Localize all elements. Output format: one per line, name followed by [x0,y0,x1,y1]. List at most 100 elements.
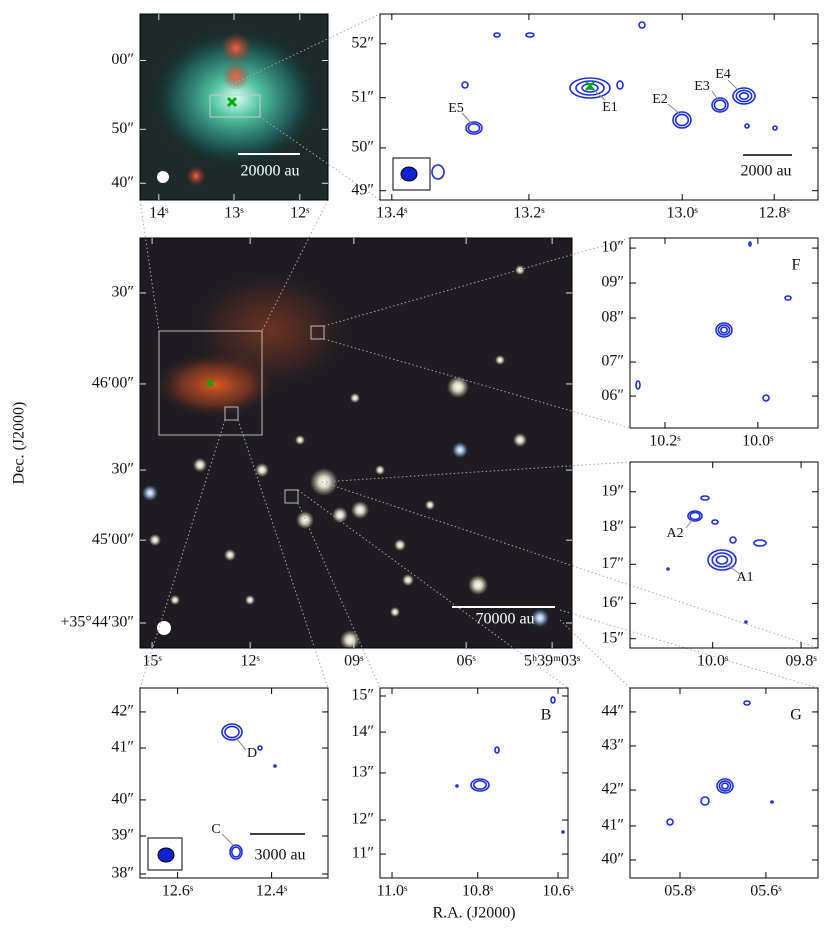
star [149,534,161,546]
y-tick-label: 10″ [601,239,624,256]
y-tick-label: 12″ [351,811,374,828]
star [351,501,369,519]
contour [470,778,490,792]
leader-line [461,112,473,125]
source [222,62,250,90]
star [513,433,527,447]
source-label: D [247,746,257,761]
y-tick-label: 06″ [601,387,624,404]
y-tick-label: 15″ [351,687,374,704]
y-tick-label: 40″ [111,791,134,808]
star [531,609,549,627]
contour [700,495,710,501]
scale-bar-label: 20000 au [240,163,299,180]
y-tick-label: 38″ [111,865,134,882]
y-tick-label: 14″ [351,723,374,740]
marker [206,379,214,387]
source-label: A1 [736,570,753,585]
y-tick-label: 13″ [351,764,374,781]
y-tick-label: 19″ [601,482,624,499]
contour [493,32,501,38]
contour [638,21,646,29]
contour [711,552,733,568]
source-label: E2 [652,92,668,107]
leader-line [727,79,739,91]
source-label: E5 [448,101,464,116]
leader-line [235,737,247,751]
x-tick-label: 10.0ˢ [742,433,774,450]
beam [400,166,418,182]
panel-frame [629,687,819,879]
connector-lines [139,13,819,689]
contour [743,700,751,706]
zoom-box [209,94,261,118]
y-tick-label: 50″ [351,139,374,156]
zoom-box [284,489,299,504]
source [220,32,252,64]
panel-frame [139,237,573,649]
x-tick-label: 12.6ˢ [162,883,194,900]
x-tick-label: 5ʰ39ᵐ03ˢ [524,653,581,670]
star [394,539,406,551]
source-label: A2 [666,526,683,541]
x-tick-label: 14ˢ [149,205,169,222]
y-tick-label: 51″ [351,88,374,105]
beam [157,171,169,183]
star [402,574,414,586]
y-tick-label: 50″ [111,120,134,137]
contour [635,380,641,390]
y-tick-label: 41″ [111,739,134,756]
y-tick-label: 42″ [601,781,624,798]
star [390,607,400,617]
y-tick-label: 52″ [351,34,374,51]
leader-line [221,833,235,847]
star [295,435,305,445]
leader-line [711,90,719,101]
x-tick-label: 09.8ˢ [785,653,817,670]
zoom-box [310,325,325,340]
y-axis-label: Dec. (J2000) [11,402,28,485]
contour [221,723,243,741]
star [332,507,348,523]
contour [674,113,690,127]
source-label: E1 [602,100,618,115]
x-tick-label: 06ˢ [456,653,476,670]
y-tick-label: 18″ [601,518,624,535]
contour [784,295,792,301]
contour [472,779,488,790]
x-tick-label: 12.4ˢ [256,883,288,900]
scale-bar-label: 3000 au [254,847,305,864]
contour [224,725,240,739]
x-tick-label: 10.2ˢ [649,433,681,450]
contour [719,326,728,334]
contour [735,89,753,103]
contour [431,164,445,180]
contour [494,746,500,754]
x-tick-label: 13.2ˢ [513,205,545,222]
marker [585,81,595,91]
contour [700,796,710,806]
contour [561,830,565,834]
beam [157,621,171,635]
star [350,393,360,403]
x-tick-label: 05.6ˢ [750,883,782,900]
y-tick-label: 39″ [111,827,134,844]
star [515,265,525,275]
contour [772,125,778,131]
leader-line [593,89,606,101]
panel-label: G [790,707,802,724]
y-tick-label: 17″ [601,555,624,572]
star [447,376,469,398]
zoom-box [158,330,263,436]
contour [672,111,692,129]
star [425,500,435,510]
contour [711,519,719,525]
source-label: C [211,822,220,837]
scale-bar-label: 70000 au [475,611,534,628]
source-label: E4 [715,67,731,82]
x-tick-label: 12.8ˢ [758,205,790,222]
beam [157,847,175,863]
star [255,463,269,477]
y-tick-label: 49″ [351,181,374,198]
marker [226,96,238,108]
